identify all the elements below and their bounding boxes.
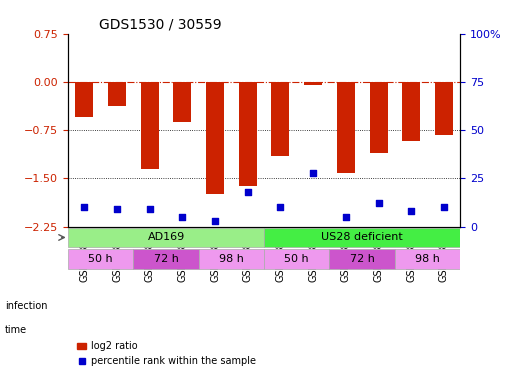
Text: AD169: AD169	[147, 232, 185, 243]
Point	[440, 204, 448, 210]
Point	[178, 214, 187, 220]
Text: infection: infection	[5, 301, 48, 310]
Point	[374, 201, 383, 207]
Text: US28 deficient: US28 deficient	[321, 232, 403, 243]
Bar	[304, 82, 322, 85]
FancyBboxPatch shape	[395, 249, 460, 269]
Point	[407, 208, 415, 214]
Point	[309, 170, 317, 176]
FancyBboxPatch shape	[133, 249, 199, 269]
Legend: log2 ratio, percentile rank within the sample: log2 ratio, percentile rank within the s…	[73, 338, 260, 370]
Text: 98 h: 98 h	[415, 254, 440, 264]
Bar	[108, 82, 126, 106]
FancyBboxPatch shape	[264, 249, 329, 269]
Text: time: time	[5, 325, 27, 335]
Point	[80, 204, 88, 210]
Point	[145, 206, 154, 212]
Point	[113, 206, 121, 212]
Point	[244, 189, 252, 195]
FancyBboxPatch shape	[68, 249, 133, 269]
FancyBboxPatch shape	[199, 249, 264, 269]
Bar	[402, 82, 420, 141]
Bar	[435, 82, 453, 135]
Bar	[206, 82, 224, 195]
Bar	[271, 82, 289, 156]
Point	[342, 214, 350, 220]
Bar	[174, 82, 191, 122]
Point	[211, 218, 219, 224]
Text: 72 h: 72 h	[350, 254, 374, 264]
Bar	[75, 82, 93, 117]
Bar	[141, 82, 158, 169]
FancyBboxPatch shape	[68, 228, 264, 247]
Bar	[337, 82, 355, 173]
FancyBboxPatch shape	[264, 228, 460, 247]
Text: 50 h: 50 h	[88, 254, 113, 264]
Text: 50 h: 50 h	[285, 254, 309, 264]
Text: 72 h: 72 h	[154, 254, 178, 264]
Text: 98 h: 98 h	[219, 254, 244, 264]
Bar	[239, 82, 257, 186]
Point	[276, 204, 285, 210]
FancyBboxPatch shape	[329, 249, 395, 269]
Bar	[370, 82, 388, 153]
Text: GDS1530 / 30559: GDS1530 / 30559	[99, 17, 222, 31]
